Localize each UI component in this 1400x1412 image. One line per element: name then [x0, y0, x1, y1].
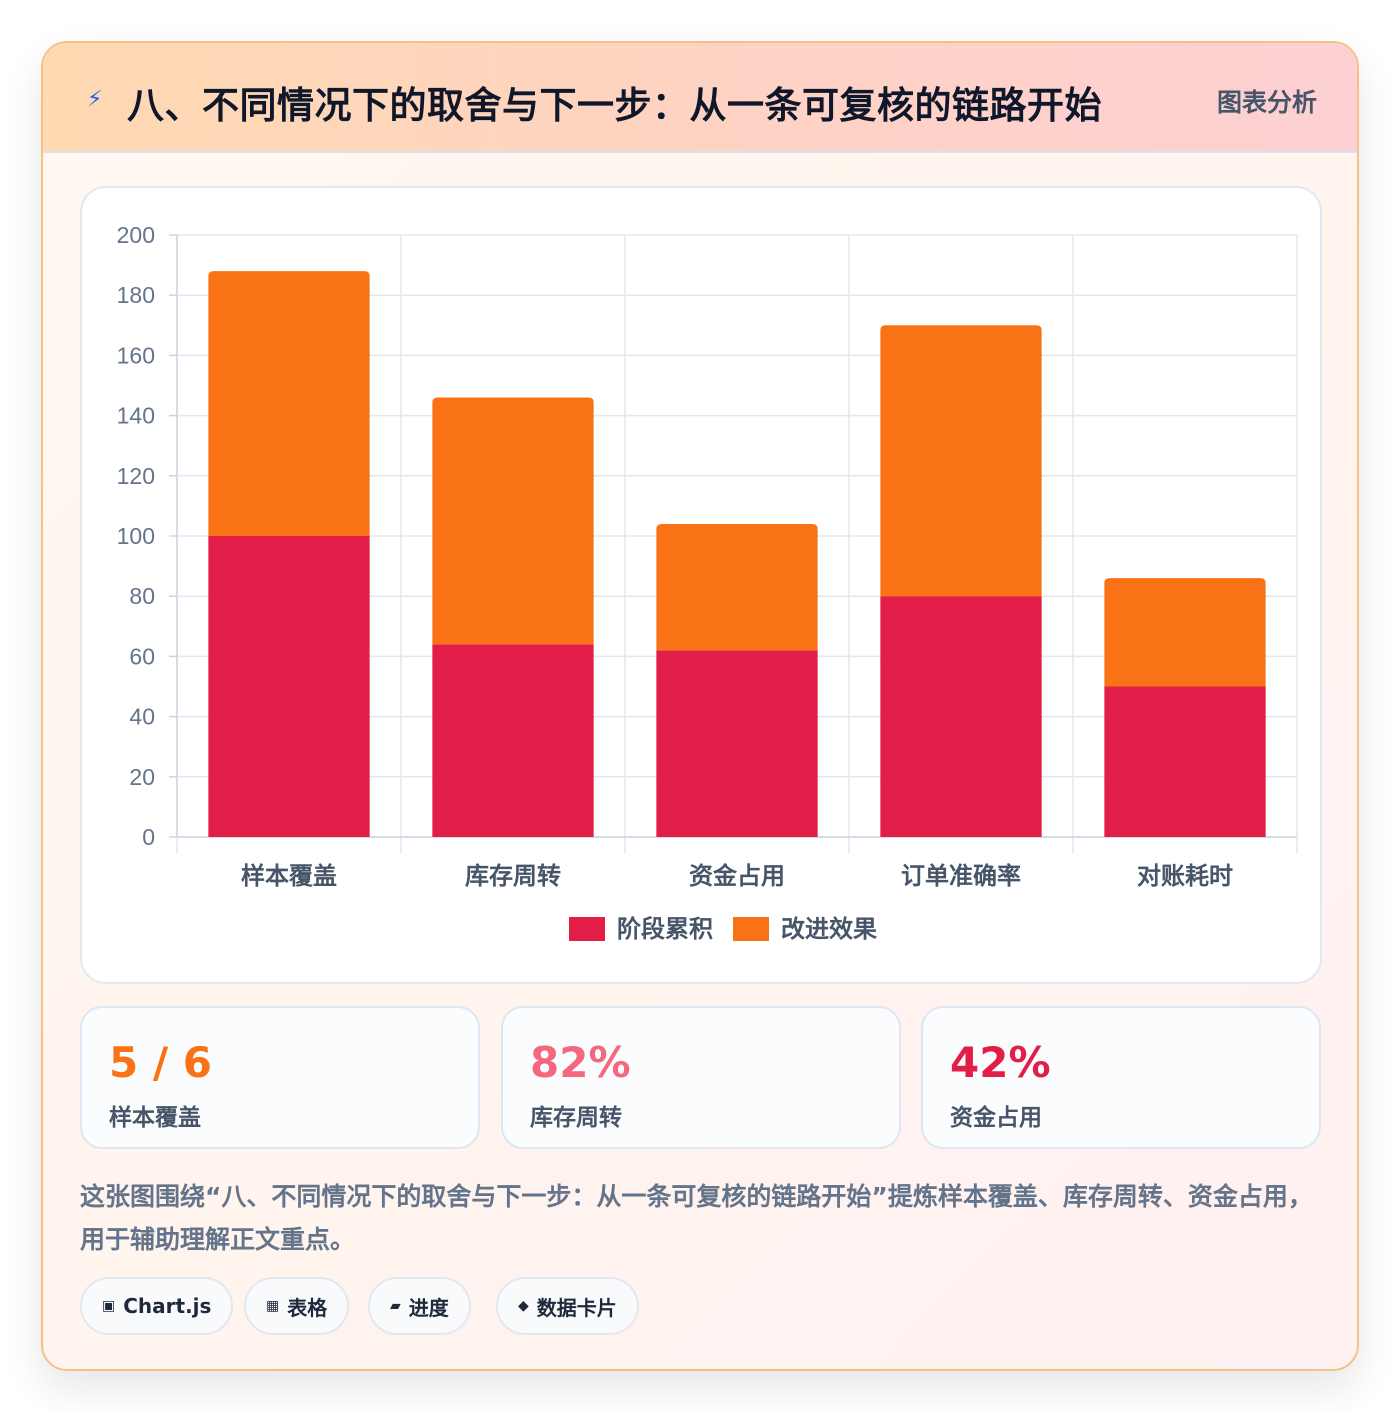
- chip-chartjs[interactable]: ▣ Chart.js: [80, 1277, 234, 1335]
- stacked-bar-chart: 0 20 40 60 80 100 120 140 160 180 200 样本覆盖 库存周转 资金占用 订…: [117, 222, 1298, 943]
- diamond-icon: ◆: [518, 1298, 529, 1314]
- stat-label: 样本覆盖: [109, 1105, 201, 1131]
- stat-value: 82%: [530, 1038, 631, 1087]
- y-tick-label: 60: [129, 643, 155, 669]
- legend-swatch: [569, 917, 605, 941]
- y-tick-label: 160: [117, 342, 155, 368]
- chip-label: 进度: [408, 1295, 449, 1320]
- x-tick-label: 对账耗时: [1137, 862, 1233, 890]
- y-tick-label: 200: [117, 222, 155, 248]
- progress-icon: ▰: [390, 1298, 401, 1314]
- legend-label: 阶段累积: [617, 915, 713, 943]
- stat-value: 5 / 6: [109, 1038, 213, 1087]
- y-tick-label: 80: [129, 583, 155, 609]
- bar-stage-cumulative: [1104, 686, 1266, 837]
- bar-improvement-effect: [656, 523, 818, 651]
- stat-value: 42%: [950, 1038, 1051, 1087]
- y-tick-label: 180: [117, 282, 155, 308]
- lightning-icon: ⚡: [87, 87, 103, 112]
- stat-card-inventory-turnover: 82% 库存周转: [501, 1006, 901, 1149]
- card-header: ⚡ 八、不同情况下的取舍与下一步：从一条可复核的链路开始 图表分析: [43, 43, 1357, 153]
- y-tick-label: 0: [142, 824, 155, 850]
- x-tick-label: 库存周转: [465, 862, 561, 890]
- bar-stage-cumulative: [880, 596, 1042, 837]
- stat-card-capital-occupation: 42% 资金占用: [921, 1006, 1321, 1149]
- bar-improvement-effect: [432, 397, 594, 645]
- bar-improvement-effect: [208, 271, 370, 536]
- table-icon: ▦: [266, 1298, 280, 1314]
- bar-improvement-effect: [1104, 578, 1266, 687]
- y-tick-label: 140: [117, 403, 155, 429]
- bar-improvement-effect: [880, 325, 1042, 597]
- chart-container: 0 20 40 60 80 100 120 140 160 180 200 样本覆盖 库存周转 资金占用 订…: [80, 186, 1322, 984]
- legend-swatch: [733, 917, 769, 941]
- page-title: 八、不同情况下的取舍与下一步：从一条可复核的链路开始: [127, 84, 1102, 127]
- x-tick-label: 订单准确率: [901, 862, 1021, 890]
- chip-label: Chart.js: [123, 1294, 212, 1318]
- chip-label: 表格: [287, 1295, 328, 1320]
- bar-stage-cumulative: [208, 536, 370, 837]
- chip-table[interactable]: ▦ 表格: [244, 1277, 350, 1335]
- chip-data-card[interactable]: ◆ 数据卡片: [496, 1277, 639, 1335]
- chart-description: 这张图围绕“八、不同情况下的取舍与下一步：从一条可复核的链路开始”提炼样本覆盖、…: [80, 1182, 1313, 1254]
- x-tick-label: 资金占用: [689, 862, 785, 890]
- chart-analysis-tag: 图表分析: [1216, 88, 1317, 117]
- stat-label: 资金占用: [950, 1105, 1042, 1131]
- bar-stage-cumulative: [432, 644, 594, 837]
- x-tick-label: 样本覆盖: [241, 862, 337, 890]
- chip-progress[interactable]: ▰ 进度: [368, 1277, 471, 1335]
- y-tick-label: 120: [117, 463, 155, 489]
- chip-label: 数据卡片: [536, 1295, 617, 1320]
- stat-card-sample-coverage: 5 / 6 样本覆盖: [80, 1006, 480, 1149]
- chart-icon: ▣: [102, 1298, 116, 1314]
- bar-stage-cumulative: [656, 650, 818, 837]
- legend-label: 改进效果: [781, 915, 877, 943]
- y-tick-label: 100: [117, 523, 155, 549]
- chart-card: ⚡ 八、不同情况下的取舍与下一步：从一条可复核的链路开始 图表分析 0 20 40 6…: [41, 41, 1359, 1371]
- y-tick-label: 40: [129, 704, 155, 730]
- stat-label: 库存周转: [530, 1105, 622, 1131]
- y-tick-label: 20: [129, 764, 155, 790]
